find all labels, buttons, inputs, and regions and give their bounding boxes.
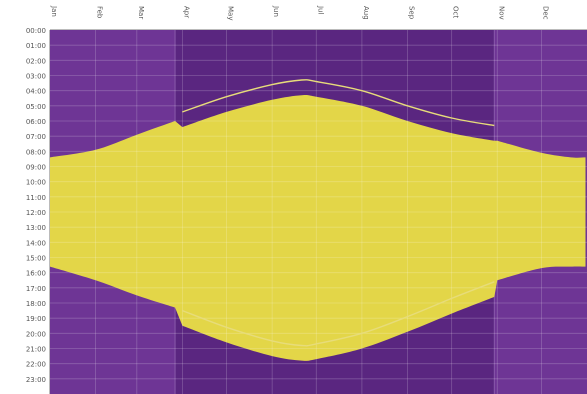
y-tick-label: 08:00: [26, 148, 46, 156]
x-tick-labels: Jan Feb Mar Apr May Jun Jul Aug Sep Oct Nov Dec: [50, 5, 549, 20]
daylight-area: [50, 94, 586, 361]
y-tick-labels: 00:00 01:00 02:00 03:00 04:00 05:00 06:00 07:00…: [26, 27, 46, 384]
axes: [49, 29, 587, 394]
x-tick-label: May: [227, 6, 235, 20]
y-tick-label: 02:00: [26, 57, 46, 65]
x-tick-label: Aug: [362, 6, 370, 20]
y-tick-label: 05:00: [26, 103, 46, 111]
x-tick-label: Mar: [137, 6, 145, 19]
plot-area: [50, 30, 587, 394]
y-tick-label: 06:00: [26, 118, 46, 126]
y-tick-label: 21:00: [26, 346, 46, 354]
y-tick-label: 23:00: [26, 376, 46, 384]
y-tick-label: 09:00: [26, 164, 46, 172]
x-tick-label: Apr: [182, 6, 190, 18]
y-tick-label: 13:00: [26, 224, 46, 232]
y-tick-label: 10:00: [26, 179, 46, 187]
y-tick-label: 03:00: [26, 73, 46, 81]
y-tick-label: 07:00: [26, 133, 46, 141]
y-tick-label: 19:00: [26, 315, 46, 323]
y-tick-label: 11:00: [26, 194, 46, 202]
x-tick-label: Jan: [50, 5, 58, 17]
y-tick-label: 01:00: [26, 42, 46, 50]
x-tick-label: Jul: [316, 5, 324, 15]
reference-line-early: [182, 79, 495, 127]
y-tick-label: 00:00: [26, 27, 46, 35]
x-tick-label: Nov: [497, 6, 505, 20]
y-tick-label: 18:00: [26, 300, 46, 308]
x-tick-label: Feb: [96, 6, 104, 19]
y-tick-label: 12:00: [26, 209, 46, 217]
y-tick-label: 15:00: [26, 255, 46, 263]
y-tick-label: 22:00: [26, 361, 46, 369]
x-tick-label: Oct: [452, 6, 460, 18]
x-tick-label: Sep: [408, 6, 416, 20]
y-tick-label: 16:00: [26, 270, 46, 278]
x-tick-label: Dec: [541, 6, 549, 20]
y-tick-label: 20:00: [26, 330, 46, 338]
y-tick-label: 14:00: [26, 239, 46, 247]
civil-time-reference-lines: [182, 79, 495, 347]
y-tick-label: 04:00: [26, 88, 46, 96]
y-tick-label: 17:00: [26, 285, 46, 293]
grid-lines: [50, 30, 587, 394]
x-tick-label: Jun: [272, 5, 280, 17]
reference-line-late: [182, 281, 495, 347]
